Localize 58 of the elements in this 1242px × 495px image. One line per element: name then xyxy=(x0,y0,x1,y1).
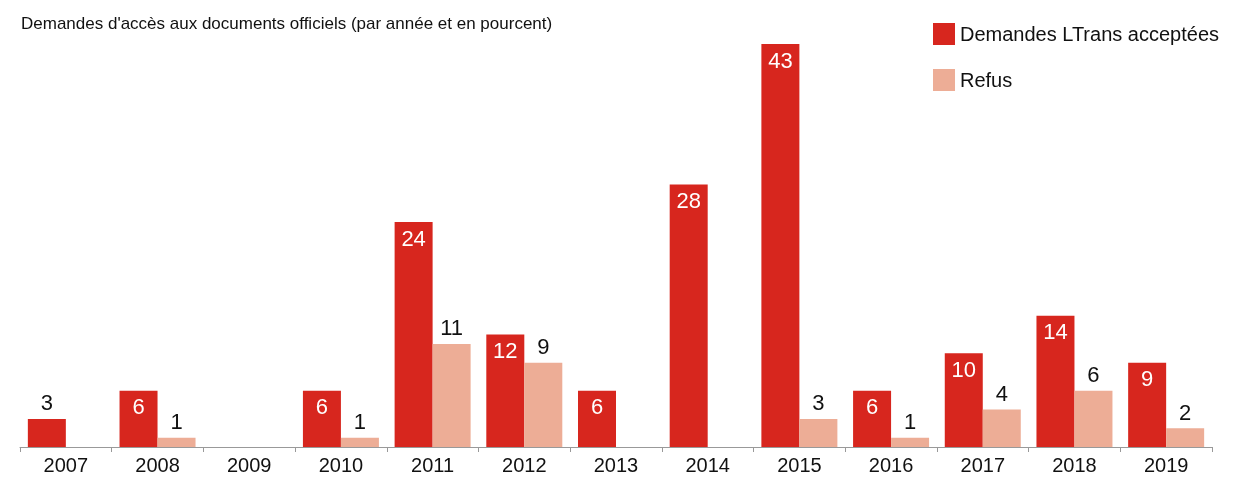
data-label: 24 xyxy=(401,225,426,251)
data-label: 3 xyxy=(40,390,53,416)
bar xyxy=(799,418,838,447)
data-label: 9 xyxy=(537,334,550,360)
x-tick-label: 2014 xyxy=(685,454,730,476)
data-label: 6 xyxy=(590,394,604,420)
x-tick-label: 2016 xyxy=(868,454,914,476)
x-tick-label: 2011 xyxy=(411,454,455,476)
bar xyxy=(340,437,379,447)
bar xyxy=(891,437,930,447)
bar xyxy=(157,437,196,447)
bar xyxy=(944,353,983,447)
x-tick-label: 2007 xyxy=(43,454,89,476)
data-label: 43 xyxy=(768,47,793,73)
x-tick-label: 2017 xyxy=(960,454,1006,476)
data-label: 1 xyxy=(170,409,183,435)
legend-label: Refus xyxy=(959,69,1013,91)
x-tick-label: 2009 xyxy=(226,454,272,476)
data-label: 2 xyxy=(1179,399,1192,425)
x-tick-label: 2008 xyxy=(135,454,180,476)
x-tick-label: 2018 xyxy=(1052,454,1097,476)
data-label: 6 xyxy=(315,394,329,420)
data-label: 1 xyxy=(903,409,917,435)
x-tick-label: 2019 xyxy=(1143,454,1189,476)
x-tick-label: 2010 xyxy=(318,454,364,476)
bar xyxy=(982,409,1021,447)
bar xyxy=(524,362,563,447)
x-tick-label: 2012 xyxy=(502,454,547,476)
bar xyxy=(669,184,708,447)
chart-title: Demandes d'accès aux documents officiels (par année et en pourcent) xyxy=(21,14,553,33)
bar xyxy=(1166,428,1205,447)
bar xyxy=(27,418,66,447)
data-label: 12 xyxy=(493,338,518,364)
bar xyxy=(853,390,892,447)
data-label: 6 xyxy=(132,394,145,420)
bar xyxy=(1128,362,1167,447)
data-label: 4 xyxy=(995,381,1008,407)
bar xyxy=(432,343,471,447)
bar xyxy=(486,334,525,447)
bar xyxy=(302,390,341,447)
data-label: 6 xyxy=(1087,362,1100,388)
x-tick-label: 2013 xyxy=(593,454,639,476)
legend-label: Demandes LTrans acceptées xyxy=(959,23,1220,45)
bar xyxy=(1074,390,1113,447)
bar xyxy=(394,222,433,447)
data-label: 14 xyxy=(1043,319,1068,345)
bar xyxy=(119,390,158,447)
bar xyxy=(761,44,800,447)
data-label: 10 xyxy=(951,356,977,382)
bar xyxy=(578,390,616,447)
bar xyxy=(1036,315,1075,447)
data-label: 28 xyxy=(676,188,701,214)
data-label: 6 xyxy=(865,394,879,420)
data-label: 1 xyxy=(353,409,367,435)
data-label: 3 xyxy=(812,390,825,416)
x-tick-label: 2015 xyxy=(777,454,822,476)
data-label: 9 xyxy=(1141,366,1154,392)
data-label: 11 xyxy=(440,315,464,341)
